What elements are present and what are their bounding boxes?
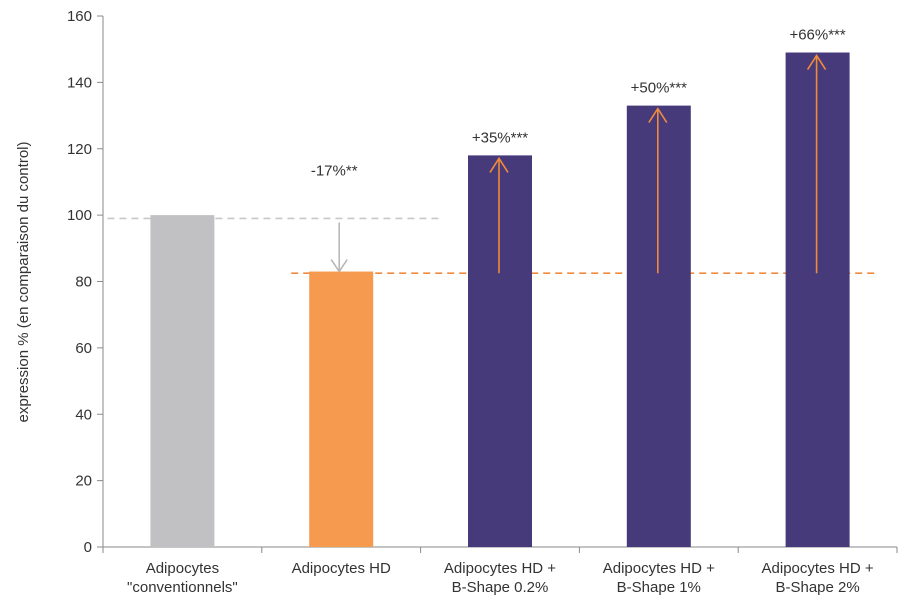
x-tick-label-line: Adipocytes HD [292, 560, 391, 577]
annotation-4: +66%*** [789, 27, 845, 44]
change-annotations: -17%** +35%*** +50%*** +66%*** [311, 27, 846, 180]
x-tick-label-line: Adipocytes [146, 560, 219, 577]
y-tick-label: 0 [84, 539, 92, 556]
y-tick-label: 60 [75, 340, 92, 357]
y-tick-label: 40 [75, 406, 92, 423]
x-tick-label-3: Adipocytes HD + B-Shape 1% [603, 560, 715, 596]
change-arrows [330, 54, 827, 274]
x-tick-labels: Adipocytes "conventionnels" Adipocytes HD A… [127, 560, 874, 596]
y-tick-label: 100 [67, 207, 92, 224]
x-tick-label-1: Adipocytes HD [292, 560, 391, 577]
y-axis-title: expression % (en comparaison du control) [15, 142, 32, 423]
x-tick-label-4: Adipocytes HD + B-Shape 2% [762, 560, 874, 596]
x-tick-label-0: Adipocytes "conventionnels" [127, 560, 238, 596]
axes: 0 20 40 60 80 100 120 140 160 [67, 8, 898, 556]
y-tick-label: 80 [75, 274, 92, 291]
x-tick-label-line: Adipocytes HD + [444, 560, 556, 577]
reference-lines [107, 217, 877, 275]
y-tick-label: 140 [67, 74, 92, 91]
bar-2 [468, 155, 532, 547]
x-tick-label-2: Adipocytes HD + B-Shape 0.2% [444, 560, 556, 596]
annotation-3: +50%*** [631, 80, 687, 97]
increase-arrowhead-4 [806, 54, 827, 70]
annotation-1: -17%** [311, 162, 358, 179]
increase-arrowhead-3 [648, 107, 668, 124]
bar-3 [626, 105, 691, 547]
x-tick-label-line: "conventionnels" [127, 579, 238, 596]
x-tick-label-line: B-Shape 0.2% [452, 579, 549, 596]
increase-arrowhead-2 [489, 156, 509, 173]
bar-1 [309, 271, 374, 547]
x-tick-label-line: Adipocytes HD + [762, 560, 874, 577]
bar-0 [150, 215, 215, 547]
bars [150, 52, 850, 547]
x-tick-label-line: B-Shape 1% [617, 579, 701, 596]
y-tick-label: 20 [75, 473, 92, 490]
y-tick-label: 160 [67, 8, 92, 25]
bar-4 [785, 52, 850, 547]
annotation-2: +35%*** [472, 129, 528, 146]
decrease-arrowhead [330, 259, 348, 273]
x-tick-label-line: B-Shape 2% [775, 579, 859, 596]
y-tick-label: 120 [67, 141, 92, 158]
x-tick-label-line: Adipocytes HD + [603, 560, 715, 577]
